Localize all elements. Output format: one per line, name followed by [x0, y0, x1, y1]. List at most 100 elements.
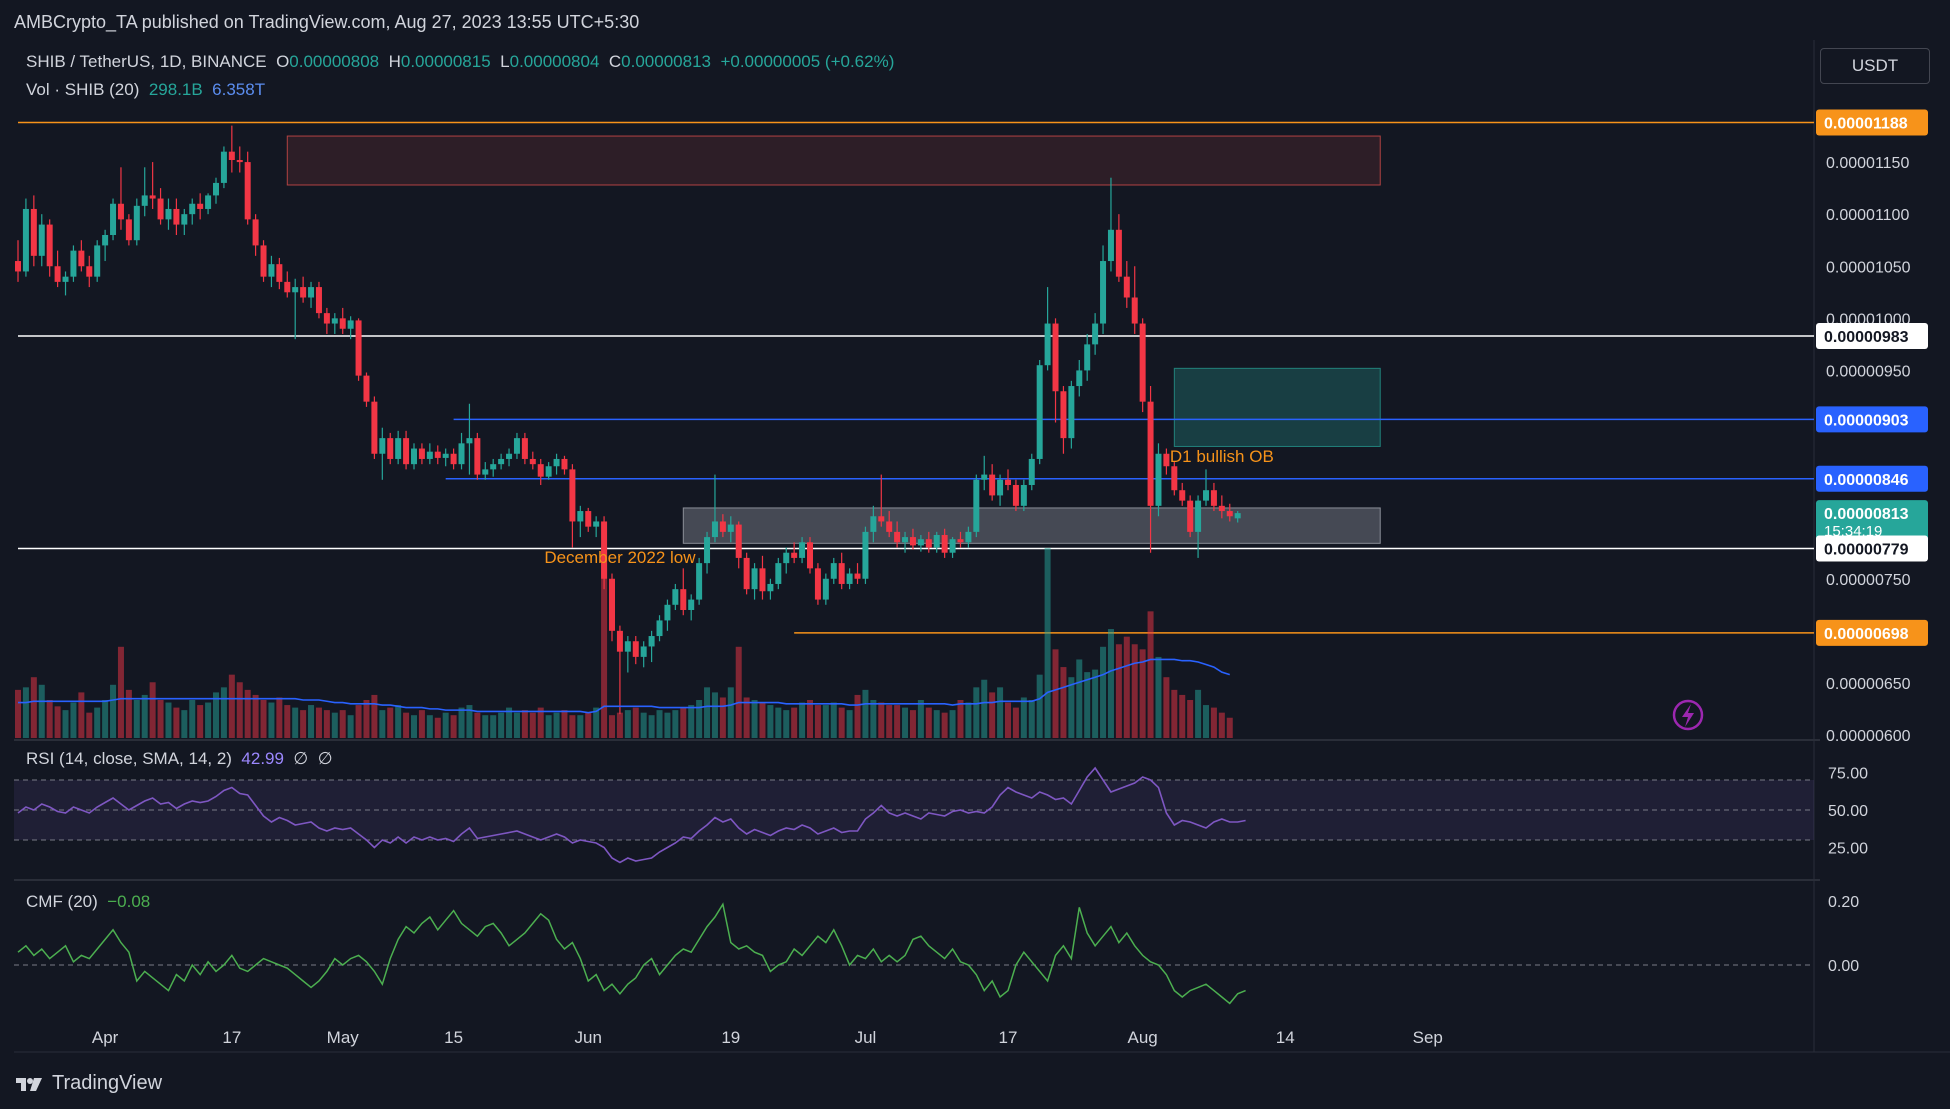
candle: [1131, 266, 1138, 334]
candle: [957, 531, 964, 548]
candle-body: [775, 563, 782, 584]
candle: [593, 516, 600, 538]
candle-body: [593, 521, 600, 527]
candle-body: [529, 458, 536, 465]
volume-bar: [1131, 644, 1138, 738]
date-tick-label: 17: [999, 1028, 1018, 1047]
volume-bar: [1044, 548, 1051, 738]
volume-bar: [513, 712, 520, 738]
volume-bar: [529, 712, 536, 738]
lightning-icon[interactable]: [1672, 699, 1704, 731]
candle: [1068, 380, 1075, 449]
rsi-tick-label: 50.00: [1828, 803, 1868, 820]
candle-body: [46, 224, 53, 267]
candle-body: [1060, 391, 1067, 439]
candle: [490, 458, 497, 477]
volume-bar: [925, 707, 932, 738]
candle: [1107, 177, 1114, 272]
tradingview-logo-icon: [16, 1077, 42, 1091]
volume-bar: [664, 712, 671, 738]
candle: [395, 430, 402, 465]
candle: [252, 214, 259, 256]
candle-body: [688, 599, 695, 610]
date-tick-label: May: [327, 1028, 360, 1047]
candle-body: [521, 438, 528, 459]
volume-bar: [78, 692, 85, 738]
candle-body: [609, 578, 615, 631]
candle: [1084, 333, 1091, 381]
candle: [173, 198, 180, 235]
candle: [791, 542, 798, 564]
candle-body: [442, 453, 449, 458]
cmf-label[interactable]: CMF (20): [26, 892, 98, 911]
candle-body: [110, 203, 117, 235]
candle-body: [1084, 344, 1091, 371]
currency-selector[interactable]: USDT: [1820, 48, 1930, 84]
volume-bar: [46, 700, 53, 738]
price-tick-label: 0.00000650: [1826, 676, 1911, 693]
price-tag-box: [1816, 465, 1928, 492]
chart-annotation: D1 bullish OB: [1170, 447, 1274, 466]
candle-body: [482, 469, 489, 475]
price-tag-box: [1816, 535, 1928, 562]
zone-gray: [682, 507, 1381, 544]
volume-bar: [94, 707, 101, 738]
volume-bar: [735, 646, 742, 738]
price-tick-label: 0.00000750: [1826, 572, 1911, 589]
volume-bar: [323, 710, 330, 738]
volume-bar: [917, 700, 924, 738]
candle: [799, 537, 806, 564]
candle: [331, 313, 338, 334]
candle-body: [585, 511, 592, 527]
volume-bar: [941, 712, 948, 738]
candle-body: [1100, 261, 1107, 324]
candle: [213, 177, 219, 204]
volume-bar: [799, 702, 806, 738]
candle-body: [965, 531, 972, 543]
volume-bar: [363, 700, 370, 738]
volume-label[interactable]: Vol · SHIB (20): [26, 80, 140, 99]
cmf-legend: CMF (20) −0.08: [26, 892, 150, 912]
candle: [846, 568, 853, 590]
rsi-tick-label: 75.00: [1828, 766, 1868, 783]
rsi-label[interactable]: RSI (14, close, SMA, 14, 2): [26, 749, 232, 768]
volume-bar: [181, 710, 188, 738]
candle-body: [339, 318, 346, 329]
candle: [1020, 479, 1027, 512]
volume-bar: [339, 710, 346, 738]
volume-bar: [205, 702, 212, 738]
volume-bar: [213, 692, 219, 738]
volume-bar: [1210, 707, 1217, 738]
volume-bar: [62, 710, 69, 738]
volume-bar: [442, 712, 449, 738]
candle-body: [767, 583, 774, 592]
cmf-tick-label: 0.20: [1828, 894, 1859, 911]
candle-body: [220, 151, 227, 183]
volume-bar: [561, 710, 568, 738]
candle: [110, 198, 117, 241]
candle-body: [822, 578, 829, 600]
volume-value: 298.1B: [148, 80, 203, 99]
volume-bar: [173, 707, 180, 738]
candle: [458, 432, 465, 470]
candle: [933, 531, 940, 553]
candle-body: [189, 203, 196, 215]
candle: [680, 568, 687, 616]
volume-bar: [1115, 644, 1122, 738]
candle: [902, 531, 909, 553]
candle: [775, 557, 782, 590]
candle: [1218, 495, 1225, 519]
volume-bar: [838, 707, 845, 738]
candle-body: [22, 208, 29, 272]
volume-bar: [727, 687, 734, 738]
candle-body: [1195, 500, 1202, 532]
candle-body: [125, 219, 132, 241]
date-tick-label: Sep: [1413, 1028, 1443, 1047]
close-label: C: [608, 52, 622, 71]
candle: [688, 594, 695, 621]
symbol-label[interactable]: SHIB / TetherUS, 1D, BINANCE: [26, 52, 267, 71]
candle-body: [1179, 490, 1186, 501]
tradingview-logo[interactable]: TradingView: [14, 1072, 162, 1095]
